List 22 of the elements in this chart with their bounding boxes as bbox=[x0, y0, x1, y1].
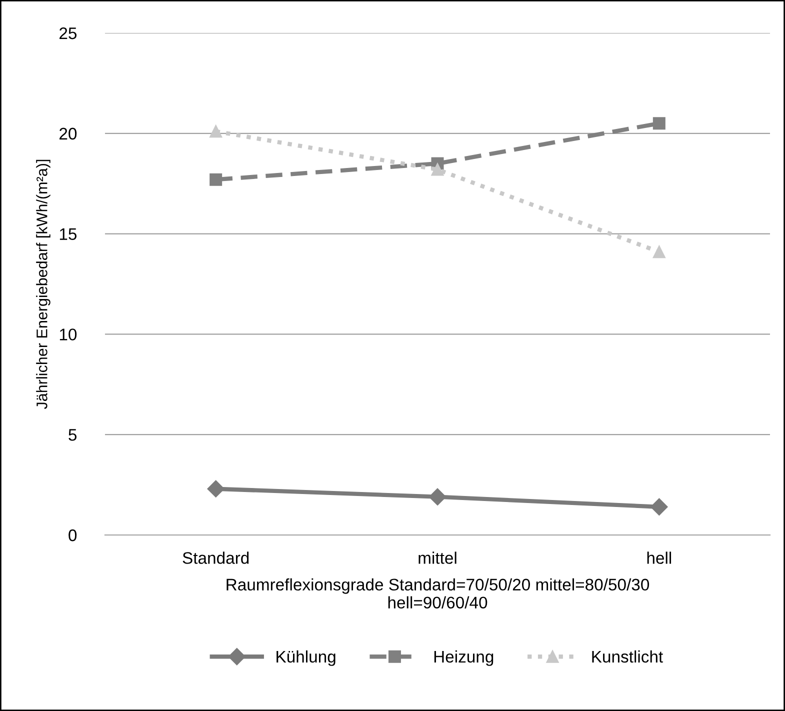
point bbox=[652, 117, 666, 130]
legend-label: Kunstlicht bbox=[592, 650, 663, 663]
y-axis-title: Jährlicher Energiebedarf [kWh/(m²a)] bbox=[36, 160, 50, 409]
y-tick-label: 10 bbox=[60, 328, 77, 340]
point bbox=[652, 246, 666, 258]
y-tick-label: 0 bbox=[68, 529, 77, 542]
y-tick-label: 15 bbox=[60, 228, 77, 240]
y-tick-label: 5 bbox=[68, 429, 77, 441]
legend-label: Kühlung bbox=[276, 650, 336, 666]
point bbox=[210, 125, 222, 138]
legend-label: Heizung bbox=[434, 650, 494, 666]
x-tick-label: hell bbox=[647, 552, 672, 564]
y-tick-label: 20 bbox=[60, 128, 77, 140]
x-tick-label: mittel bbox=[418, 552, 456, 564]
x-tick-label: Standard bbox=[182, 552, 249, 564]
point bbox=[210, 173, 222, 186]
point bbox=[431, 163, 444, 176]
point bbox=[207, 480, 224, 498]
point bbox=[428, 488, 446, 506]
y-tick-label: 25 bbox=[60, 27, 77, 40]
x-axis-title: Raumreflexionsgrade Standard=70/50/20 mittel=80/50/30 hell=90/60/40 bbox=[226, 578, 650, 609]
point bbox=[650, 498, 668, 516]
